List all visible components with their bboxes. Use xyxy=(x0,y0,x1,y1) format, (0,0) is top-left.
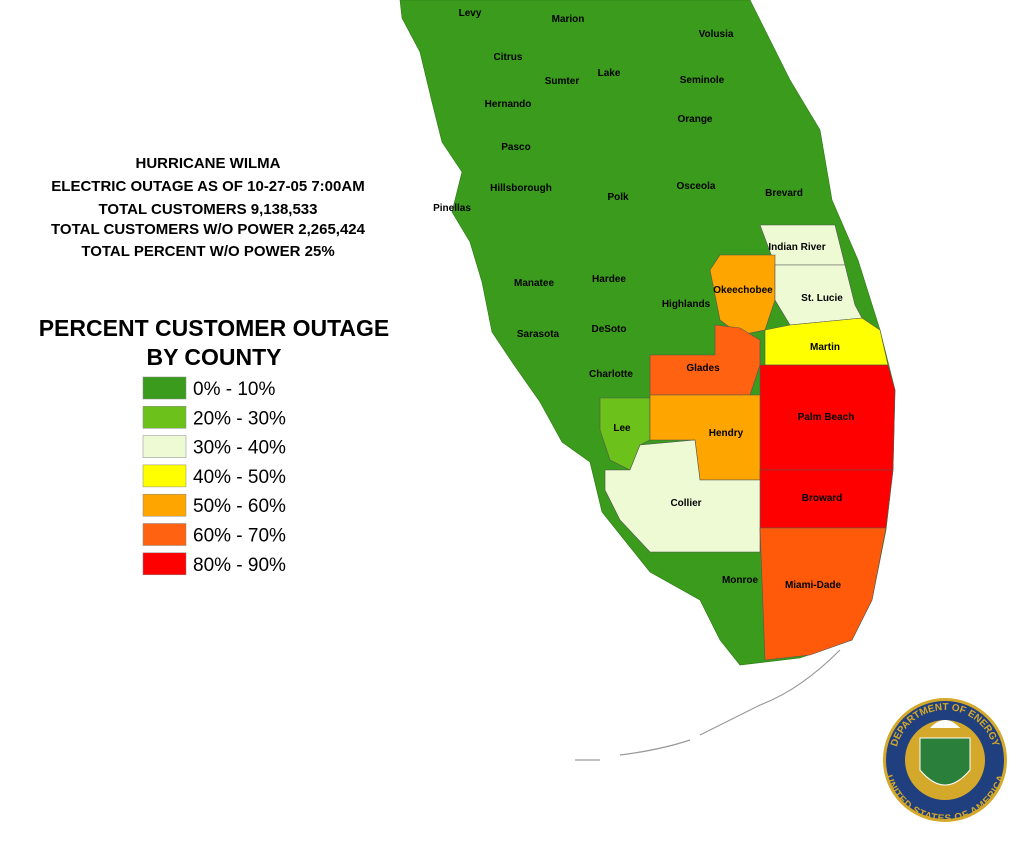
info-line: TOTAL CUSTOMERS W/O POWER 2,265,424 xyxy=(51,221,366,238)
legend-swatch xyxy=(142,493,187,517)
county-label: Osceola xyxy=(677,181,716,192)
info-line: ELECTRIC OUTAGE AS OF 10-27-05 7:00AM xyxy=(51,178,364,195)
county-label: Hardee xyxy=(592,274,626,285)
legend: PERCENT CUSTOMER OUTAGE BY COUNTY 0% - 1… xyxy=(39,315,390,576)
county-label: Marion xyxy=(552,14,585,25)
info-line: HURRICANE WILMA xyxy=(136,155,281,172)
county-label: Charlotte xyxy=(589,369,633,380)
keys xyxy=(575,649,841,761)
legend-label: 20% - 30% xyxy=(193,408,286,429)
county-label: Sarasota xyxy=(517,329,560,340)
info-line: TOTAL CUSTOMERS 9,138,533 xyxy=(99,201,318,218)
county-label: DeSoto xyxy=(592,324,627,335)
county-label: Collier xyxy=(670,498,701,509)
legend-title: PERCENT CUSTOMER OUTAGE xyxy=(39,315,390,341)
county-label: Highlands xyxy=(662,299,711,310)
county-label: Volusia xyxy=(699,29,734,40)
county-label: Levy xyxy=(459,8,482,19)
legend-swatch xyxy=(142,435,187,458)
county-label: Orange xyxy=(677,114,712,125)
county-label: Polk xyxy=(607,192,629,203)
county-label: Citrus xyxy=(494,52,523,63)
county-label: Palm Beach xyxy=(798,412,855,423)
county-label: St. Lucie xyxy=(801,293,843,304)
county-label: Martin xyxy=(810,342,840,353)
county-shape xyxy=(759,527,887,661)
county-label: Pinellas xyxy=(433,203,471,214)
doe-seal: DEPARTMENT OF ENERGY UNITED STATES OF AM… xyxy=(883,698,1007,825)
county-label: Pasco xyxy=(501,142,530,153)
legend-label: 60% - 70% xyxy=(193,526,286,547)
legend-swatch xyxy=(142,464,187,488)
county-label: Hendry xyxy=(709,428,744,439)
legend-title: BY COUNTY xyxy=(146,344,281,370)
info-block: HURRICANE WILMA ELECTRIC OUTAGE AS OF 10… xyxy=(51,155,366,260)
legend-label: 30% - 40% xyxy=(193,438,286,459)
county-label: Miami-Dade xyxy=(785,580,842,591)
seal-shield xyxy=(919,737,971,786)
info-line: TOTAL PERCENT W/O POWER 25% xyxy=(81,243,334,260)
legend-swatch xyxy=(142,552,187,576)
legend-swatch xyxy=(142,376,187,400)
legend-swatch xyxy=(142,406,187,429)
county-label: Seminole xyxy=(680,75,725,86)
seal-eagle xyxy=(930,720,960,728)
county-label: Broward xyxy=(802,493,843,504)
legend-swatch xyxy=(142,523,187,546)
county-label: Manatee xyxy=(514,278,554,289)
county-label: Okeechobee xyxy=(713,285,773,296)
county-label: Lee xyxy=(613,423,631,434)
county-label: Indian River xyxy=(768,242,825,253)
county-shape xyxy=(604,439,761,553)
legend-label: 80% - 90% xyxy=(193,555,286,576)
county-label: Glades xyxy=(686,363,720,374)
legend-label: 40% - 50% xyxy=(193,467,286,488)
county-label: Brevard xyxy=(765,188,803,199)
county-label: Sumter xyxy=(545,76,580,87)
legend-label: 50% - 60% xyxy=(193,496,286,517)
county-label: Lake xyxy=(598,68,621,79)
county-label: Monroe xyxy=(722,575,759,586)
legend-label: 0% - 10% xyxy=(193,379,275,400)
county-label: Hillsborough xyxy=(490,183,552,194)
county-label: Hernando xyxy=(485,99,532,110)
